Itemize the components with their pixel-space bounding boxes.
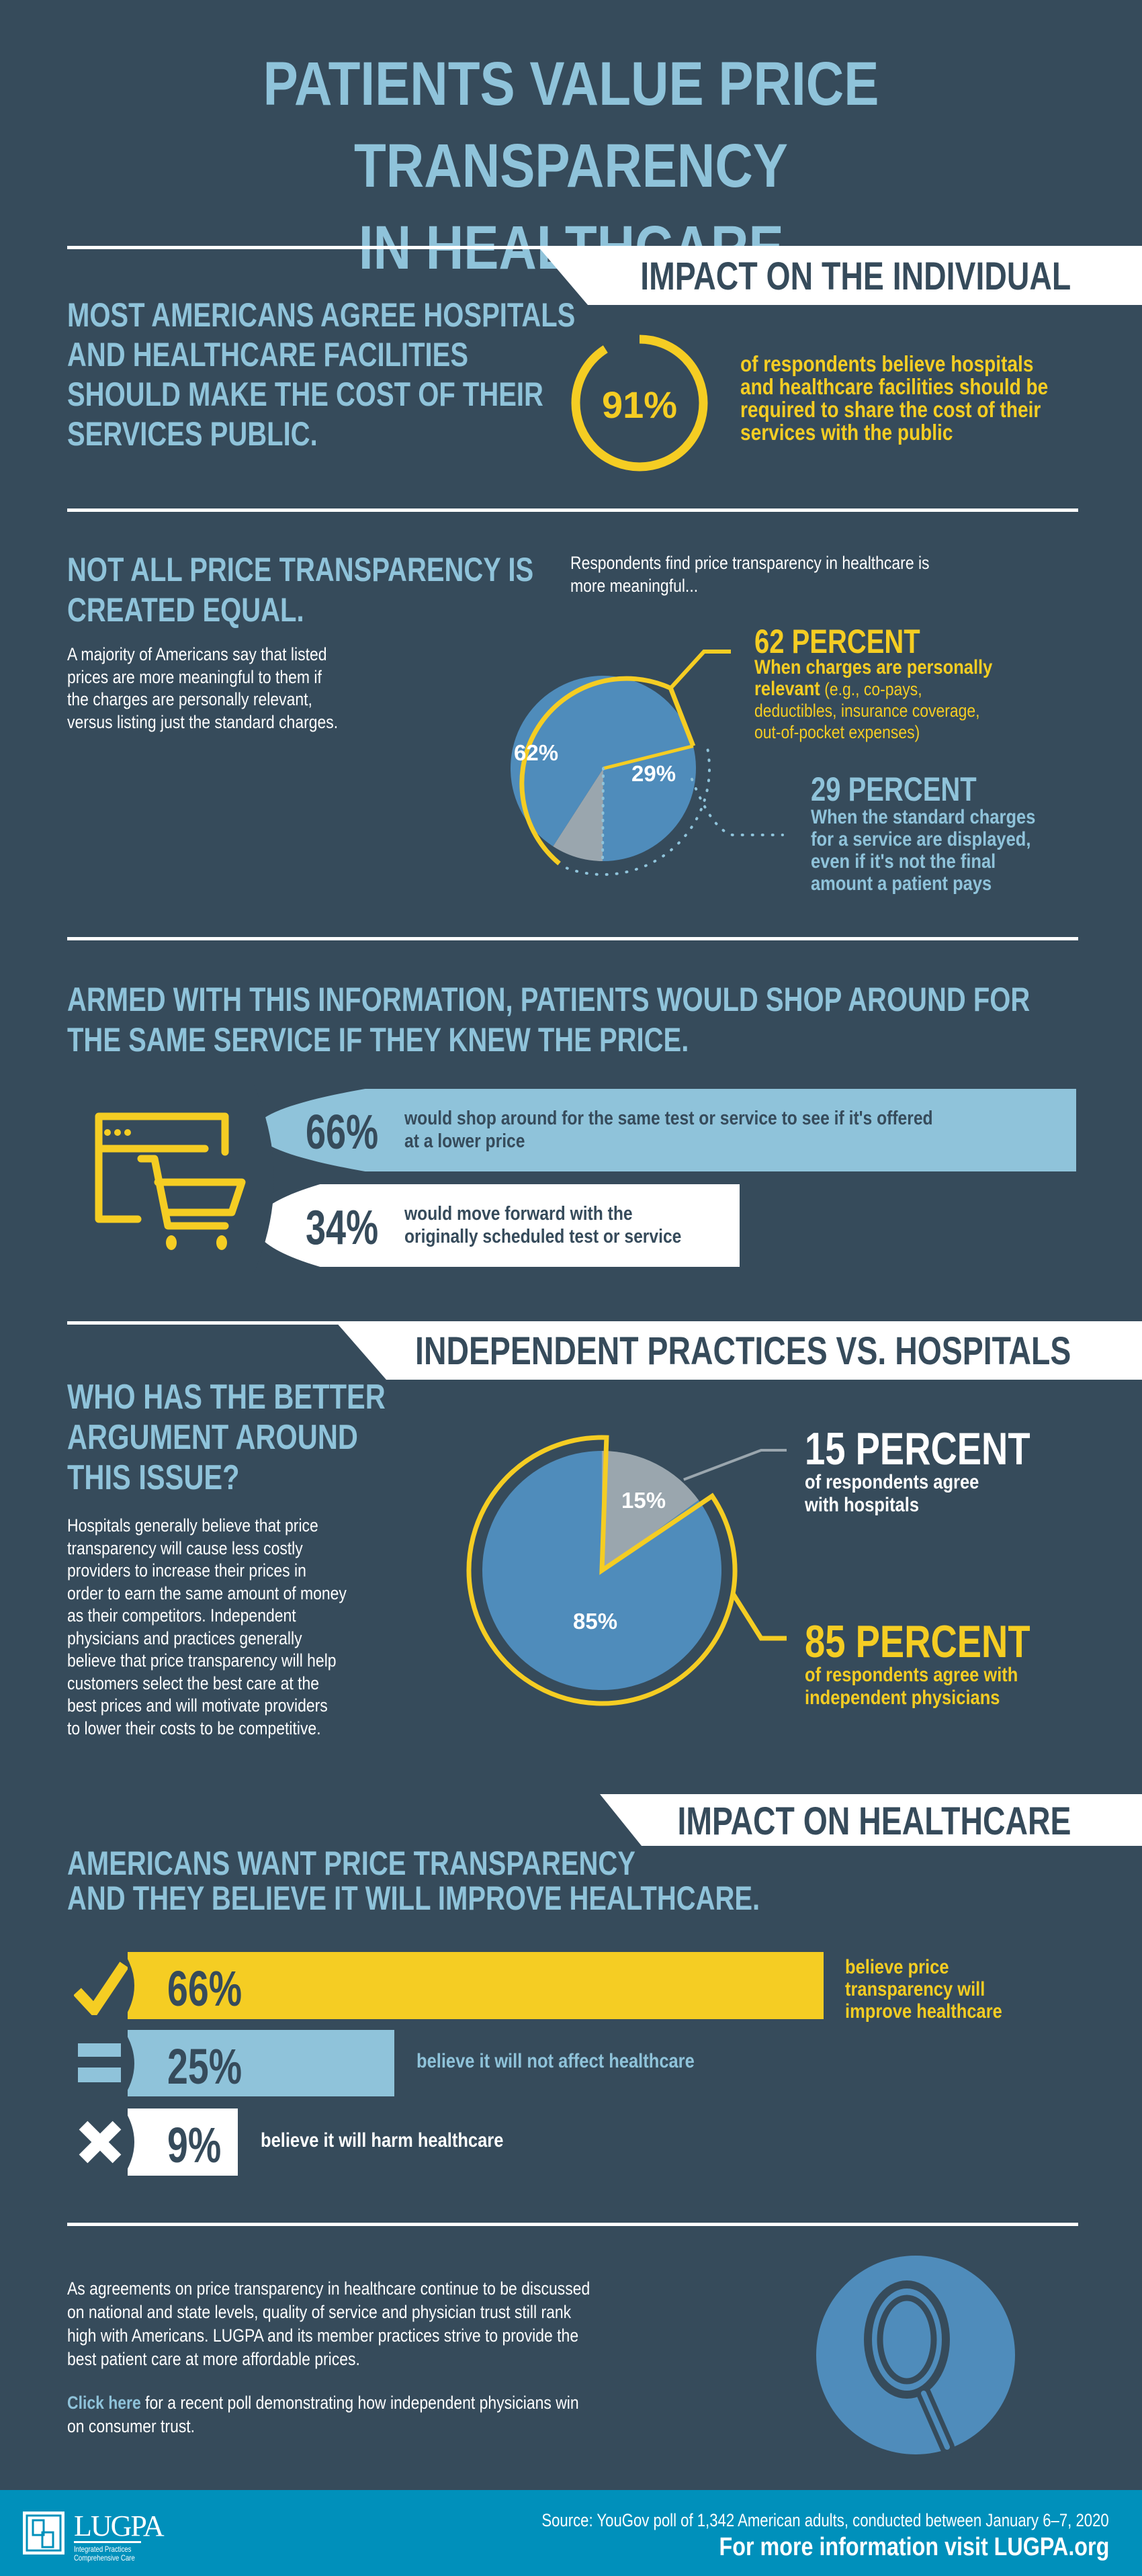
pie1-divider [603, 744, 694, 770]
bar-move-forward [255, 1184, 740, 1267]
bar-curve-mask [121, 1948, 134, 2180]
section1-heading: MOST AMERICANS AGREE HOSPITALS AND HEALTH… [67, 296, 576, 453]
callout-62-text: When charges are personally relevant (e.… [754, 656, 993, 743]
ring-chart-91 [571, 335, 708, 472]
section2-paragraph: A majority of Americans say that listed p… [67, 644, 339, 732]
shopping-cart-browser-icon [95, 1112, 246, 1250]
closing-paragraph: As agreements on price transparency in h… [67, 2278, 590, 2369]
pie2-leader-85 [731, 1592, 787, 1641]
closing-link-paragraph: Click here for a recent poll demonstrati… [67, 2393, 579, 2436]
bar-harm [128, 2108, 238, 2176]
callout-85-text: of respondents agree with independent phy… [805, 1664, 1018, 1709]
logo-rule [74, 2541, 141, 2543]
pie1-label-29: 29% [631, 761, 676, 786]
pie1-leader-62 [669, 650, 731, 690]
logo-tagline: Integrated Practices Comprehensive Care [74, 2544, 135, 2563]
divider [67, 508, 1078, 512]
bar-no-effect-text: believe it will not affect healthcare [416, 2050, 695, 2072]
bar-forward-text: would move forward with the originally sc… [404, 1203, 682, 1247]
callout-29-text: When the standard charges for a service a… [811, 806, 1036, 895]
bar-improve-value: 66% [167, 1961, 243, 2016]
pie-chart-argument [466, 1435, 787, 1706]
bar-shop-around [255, 1089, 1076, 1171]
banner-impact-healthcare: IMPACT ON HEALTHCARE [677, 1800, 1071, 1843]
click-here-link[interactable]: Click here [67, 2393, 141, 2413]
more-info-link[interactable]: For more information visit LUGPA.org [719, 2533, 1109, 2561]
section2-heading: NOT ALL PRICE TRANSPARENCY IS CREATED EQU… [67, 551, 534, 629]
banner-independent-vs-hospitals: INDEPENDENT PRACTICES VS. HOSPITALS [414, 1329, 1071, 1373]
source-text: Source: YouGov poll of 1,342 American ad… [541, 2510, 1109, 2530]
callout-29-title: 29 PERCENT [811, 770, 977, 808]
ring-progress [571, 335, 708, 472]
logo-wordmark: LUGPA [74, 2510, 165, 2542]
bar-no-effect-value: 25% [167, 2039, 243, 2094]
pie1-slice-standard [603, 746, 696, 861]
section4-paragraph: Hospitals generally believe that price tr… [67, 1515, 347, 1738]
bar-shop-value: 66% [306, 1106, 379, 1159]
section-banner [600, 1794, 1142, 1846]
section4-heading: WHO HAS THE BETTER ARGUMENT AROUND THIS IS… [67, 1378, 386, 1497]
pie2-slice-hospitals [602, 1451, 699, 1570]
pie1-outline-personal [519, 676, 696, 866]
pie1-label-62: 62% [514, 740, 559, 765]
callout-15-text: of respondents agree with hospitals [805, 1471, 979, 1516]
callout-15-title: 15 PERCENT [805, 1423, 1030, 1474]
bar-harm-value: 9% [167, 2117, 222, 2173]
pie2-label-85: 85% [573, 1609, 618, 1634]
bar-improve-text: believe price transparency will improve he… [845, 1956, 1002, 2023]
pie1-slice-other [553, 768, 603, 861]
pie1-leader-29 [691, 778, 784, 836]
bar-forward-value: 34% [306, 1201, 379, 1255]
ring-description: of respondents believe hospitals and heal… [740, 351, 1049, 445]
section-banner [335, 1321, 1142, 1380]
bar-no-effect [128, 2030, 394, 2096]
footer: LUGPA Integrated Practices Comprehensive … [0, 2490, 1142, 2576]
pie2-leader-15 [683, 1449, 787, 1481]
pie2-label-15: 15% [621, 1488, 666, 1513]
bar-harm-text: believe it will harm healthcare [261, 2129, 504, 2151]
checkmark-icon [74, 1961, 128, 2015]
pie-chart-meaningful [511, 650, 784, 876]
callout-62-title: 62 PERCENT [754, 623, 920, 660]
divider [67, 2223, 1078, 2226]
section5-heading: AMERICANS WANT PRICE TRANSPARENCY AND THE… [67, 1845, 760, 1917]
lugpa-logo-icon [23, 2512, 64, 2555]
x-icon [79, 2121, 122, 2164]
bar-improve [128, 1952, 824, 2019]
section-banner [537, 246, 1142, 305]
divider [67, 937, 1078, 940]
bar-curve-mask [254, 1085, 274, 1273]
pie1-intro: Respondents find price transparency in h… [570, 553, 930, 596]
equals-icon [78, 2043, 121, 2082]
pie2-outline-independent [466, 1435, 738, 1706]
banner-impact-individual: IMPACT ON THE INDIVIDUAL [640, 255, 1071, 298]
title-line-1: PATIENTS VALUE PRICE TRANSPARENCY [263, 50, 879, 200]
pie1-slice-personal [511, 676, 693, 846]
bar-shop-text: would shop around for the same test or s… [404, 1108, 933, 1152]
magnifying-glass-icon [816, 2256, 1015, 2454]
ring-value: 91% [601, 384, 678, 426]
callout-85-title: 85 PERCENT [805, 1616, 1030, 1667]
pie1-outline-standard [564, 748, 711, 876]
section3-heading: ARMED WITH THIS INFORMATION, PATIENTS WO… [67, 981, 1030, 1059]
